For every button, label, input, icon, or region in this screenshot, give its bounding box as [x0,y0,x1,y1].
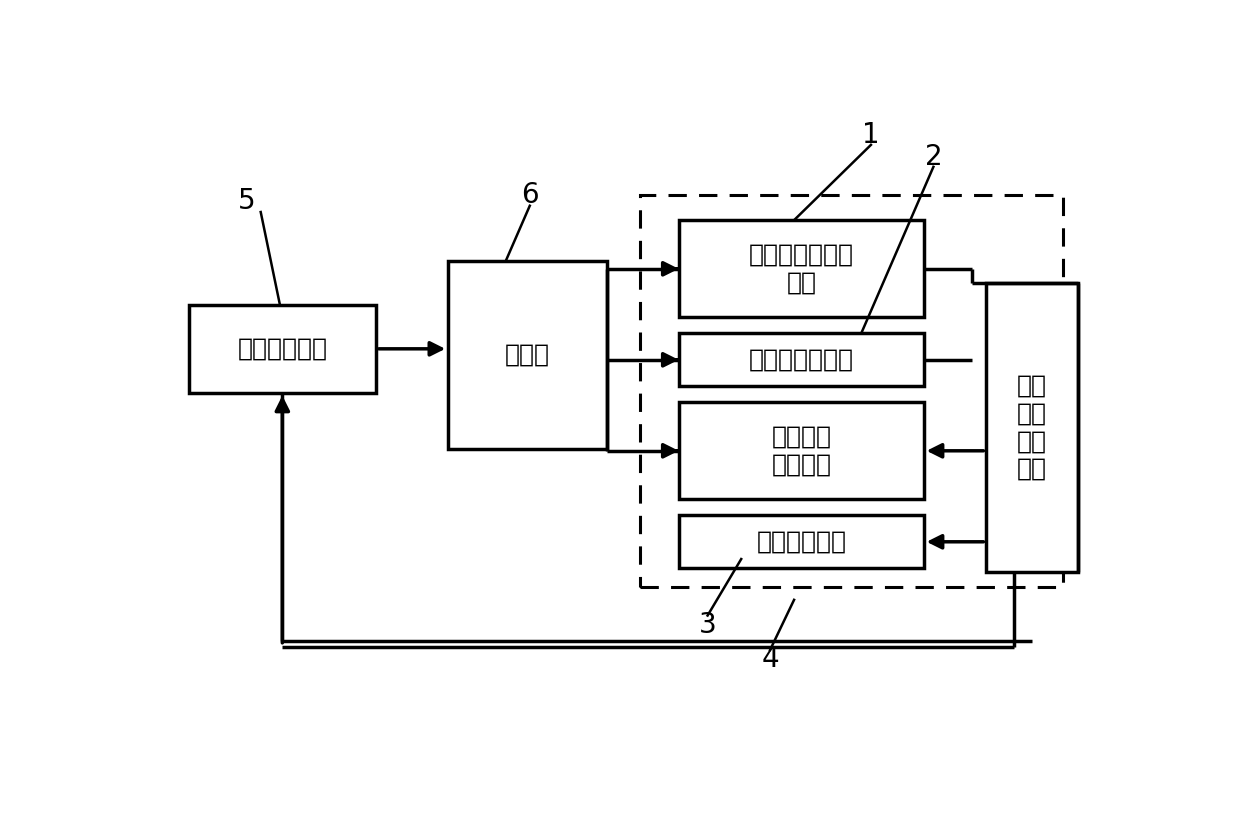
Text: 多组分气体监测
装置: 多组分气体监测 装置 [749,243,854,295]
Text: 6: 6 [521,181,538,209]
Text: 4: 4 [761,645,779,673]
Text: 裂解炉: 裂解炉 [505,343,549,367]
Text: 2: 2 [925,143,942,171]
Bar [448,261,606,449]
Bar [678,515,924,569]
Text: 数据处理
分析装置: 数据处理 分析装置 [771,425,831,477]
Bar [640,195,1063,588]
Bar [678,402,924,500]
Text: 1: 1 [862,121,879,149]
Bar [188,305,376,393]
Bar [678,333,924,386]
Text: 5: 5 [238,187,255,215]
Text: 烧焦控制装置: 烧焦控制装置 [237,337,327,361]
Text: 烧焦
状态
监测
系统: 烧焦 状态 监测 系统 [1017,373,1047,481]
Text: 终端显示装置: 终端显示装置 [756,530,846,553]
Text: 3: 3 [698,611,717,639]
Bar [986,283,1078,571]
Text: 可视化监测装置: 可视化监测装置 [749,348,854,372]
Bar [678,220,924,317]
